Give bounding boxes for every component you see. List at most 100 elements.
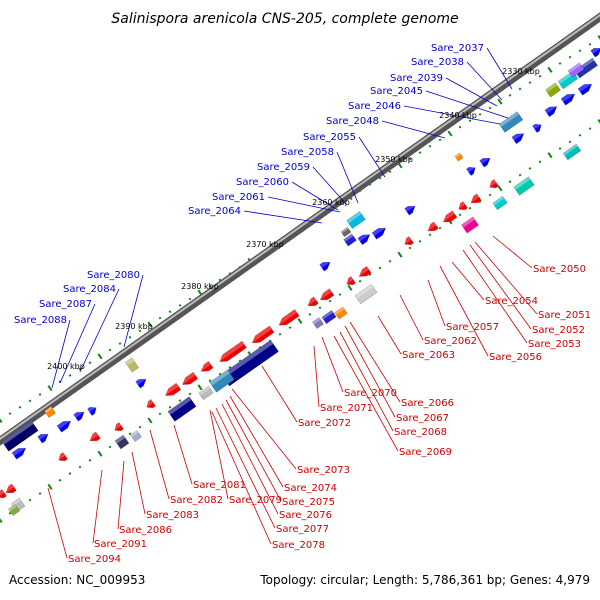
- tick-mark: [568, 140, 572, 144]
- forward-gene-arrow: [87, 406, 97, 416]
- upper-leader-line: [79, 288, 120, 373]
- tick-mark: [288, 326, 292, 330]
- upper-leader-line: [403, 105, 501, 125]
- feature-block: [567, 62, 585, 78]
- tick-mark: [68, 472, 72, 475]
- tick-mark: [588, 127, 592, 131]
- forward-gene-arrow: [544, 106, 558, 118]
- feature-block: [198, 385, 214, 401]
- tick-mark: [8, 511, 12, 515]
- reverse-gene-arrow: [114, 422, 124, 432]
- gene-label-lower: Sare_2077: [276, 524, 329, 535]
- tick-mark: [428, 233, 432, 237]
- feature-block: [545, 82, 561, 98]
- forward-gene-arrow: [357, 234, 371, 246]
- gene-label-lower: Sare_2082: [170, 495, 223, 506]
- lower-leader-line: [261, 365, 298, 423]
- tick-mark: [508, 180, 512, 184]
- tick-label: 2360 kbp: [312, 198, 350, 207]
- tick-labels: 2330 kbp 2340 kbp 2350 kbp 2360 kbp 2370 kbp…: [47, 67, 540, 371]
- reverse-gene-arrow: [58, 452, 68, 462]
- lower-leader-line: [229, 395, 284, 488]
- tick-mark: [438, 138, 442, 142]
- forward-gene-arrow: [56, 420, 72, 433]
- tick-mark: [168, 310, 172, 314]
- gene-label-lower: Sare_2076: [279, 510, 332, 521]
- gene-label-upper: Sare_2060: [236, 177, 289, 188]
- reverse-gene-arrow: [251, 325, 275, 344]
- tick-mark: [468, 206, 472, 210]
- tick-label: 2330 kbp: [502, 67, 540, 76]
- upper-leader-line: [51, 319, 71, 389]
- forward-gene-arrow: [511, 133, 525, 145]
- tick-mark: [108, 348, 112, 352]
- feature-block: [454, 152, 464, 162]
- gene-label-upper: Sare_2046: [348, 101, 401, 112]
- gene-label-lower: Sare_2094: [68, 554, 121, 565]
- gene-features: [0, 47, 600, 516]
- forward-gene-arrow: [73, 411, 85, 422]
- tick-mark: [408, 157, 412, 161]
- tick-mark: [168, 405, 172, 409]
- lower-leader-line: [221, 403, 279, 515]
- gene-label-lower: Sare_2078: [272, 540, 325, 551]
- tick-mark: [447, 130, 453, 137]
- lower-leader-line: [321, 336, 344, 393]
- map-title: Salinispora arenicola CNS-205, complete …: [111, 11, 458, 27]
- tick-mark: [38, 492, 42, 495]
- forward-gene-arrow: [577, 83, 593, 96]
- upper-leader-line: [123, 274, 144, 348]
- tick-mark: [158, 412, 162, 416]
- tick-mark: [538, 74, 542, 78]
- reverse-gene-arrow: [427, 221, 439, 232]
- tick-mark: [178, 304, 182, 307]
- tick-mark: [497, 185, 503, 192]
- upper-leader-line: [358, 136, 386, 178]
- feature-block: [8, 504, 20, 516]
- feature-block: [513, 176, 535, 196]
- lower-leader-line: [439, 265, 489, 357]
- tick-mark: [278, 332, 282, 336]
- tick-mark: [97, 353, 103, 360]
- tick-mark: [428, 144, 432, 148]
- tick-mark: [128, 335, 132, 339]
- gene-label-lower: Sare_2081: [193, 480, 246, 491]
- tick-mark: [188, 297, 192, 301]
- tick-mark: [88, 361, 92, 365]
- tick-mark: [568, 55, 572, 59]
- gene-label-upper: Sare_2087: [39, 299, 92, 310]
- tick-mark: [68, 374, 72, 377]
- gene-label-upper: Sare_2038: [411, 57, 464, 68]
- lower-leader-line: [131, 451, 146, 515]
- feature-block: [461, 216, 479, 234]
- gene-label-upper: Sare_2048: [326, 116, 379, 127]
- reverse-gene-arrow: [200, 360, 214, 372]
- tick-label: 2350 kbp: [375, 155, 413, 164]
- feature-block: [114, 434, 130, 450]
- gene-label-lower: Sare_2071: [320, 403, 373, 414]
- feature-block: [312, 317, 324, 329]
- gene-labels: Sare_2037 Sare_2038 Sare_2039 Sare_2045 Sare…: [14, 43, 591, 565]
- upper-leader-line: [312, 166, 347, 205]
- reverse-gene-arrow: [458, 201, 468, 211]
- reverse-gene-arrow: [0, 489, 7, 499]
- gene-label-lower: Sare_2079: [229, 495, 282, 506]
- tick-mark: [558, 147, 562, 150]
- forward-gene-arrow: [371, 227, 387, 240]
- tick-label: 2380 kbp: [181, 282, 219, 291]
- reverse-gene-arrow: [307, 296, 319, 307]
- tick-mark: [547, 152, 553, 159]
- lower-leader-line: [231, 388, 297, 470]
- lower-leader-line: [427, 279, 446, 327]
- gene-label-upper: Sare_2084: [63, 284, 116, 295]
- tick-mark: [147, 417, 153, 424]
- tick-mark: [188, 392, 192, 396]
- lower-leader-line: [377, 315, 402, 355]
- upper-leader-line: [267, 196, 341, 213]
- forward-gene-arrow: [37, 433, 49, 444]
- lower-leader-line: [225, 399, 282, 502]
- tick-mark: [558, 62, 562, 65]
- lower-leader-line: [313, 345, 320, 408]
- lower-leader-line: [209, 409, 229, 500]
- tick-mark: [468, 119, 472, 123]
